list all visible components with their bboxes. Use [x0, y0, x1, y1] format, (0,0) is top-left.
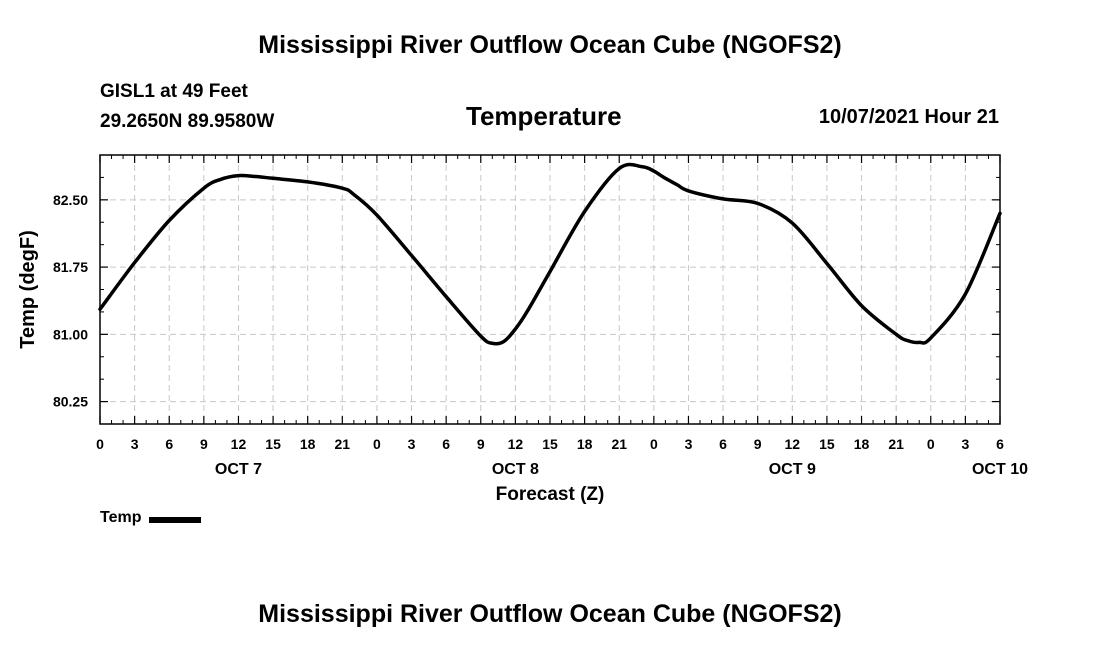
x-tick-label: 21 [888, 436, 904, 452]
y-tick-label: 80.25 [53, 394, 88, 410]
y-tick-label: 81.75 [53, 259, 88, 275]
x-tick-label: 0 [650, 436, 658, 452]
x-tick-label: 15 [819, 436, 835, 452]
x-tick-label: 21 [335, 436, 351, 452]
page-title: Mississippi River Outflow Ocean Cube (NG… [258, 31, 842, 59]
legend: Temp [100, 509, 202, 527]
axis-ticks [99, 154, 1001, 425]
x-tick-label: 6 [996, 436, 1004, 452]
x-tick-label: 3 [131, 436, 139, 452]
x-tick-label: 3 [408, 436, 416, 452]
x-tick-label: 9 [200, 436, 208, 452]
y-tick-labels: 80.25 81.00 81.75 82.50 [53, 192, 88, 410]
x-tick-label: 12 [508, 436, 524, 452]
station-coords: 29.2650N 89.9580W [100, 111, 275, 132]
x-tick-label: 6 [165, 436, 173, 452]
forecast-datetime: 10/07/2021 Hour 21 [818, 106, 999, 128]
x-tick-label: 15 [542, 436, 558, 452]
x-tick-labels: 0 3 6 9 12 15 18 21 0 3 6 9 12 15 18 21 0 3 6 9 12 15 18 21 0 3 6 [96, 436, 1004, 452]
day-label: OCT 7 [215, 461, 262, 478]
x-tick-label: 9 [754, 436, 762, 452]
y-axis-label: Temp (degF) [17, 230, 39, 349]
day-label: OCT 9 [769, 461, 816, 478]
x-tick-label: 6 [442, 436, 450, 452]
x-tick-label: 18 [577, 436, 593, 452]
x-tick-label: 0 [927, 436, 935, 452]
grid-lines [100, 155, 1000, 424]
temp-series-line [98, 162, 1002, 346]
station-name: GISL1 at 49 Feet [100, 81, 248, 102]
x-tick-label: 0 [96, 436, 104, 452]
x-tick-label: 9 [477, 436, 485, 452]
station-info: GISL1 at 49 Feet 29.2650N 89.9580W [100, 77, 274, 137]
x-tick-label: 3 [961, 436, 969, 452]
x-tick-label: 18 [300, 436, 316, 452]
x-tick-label: 21 [611, 436, 627, 452]
x-tick-label: 15 [265, 436, 281, 452]
chart-title: Temperature [466, 101, 622, 131]
day-labels: OCT 7 OCT 8 OCT 9 OCT 10 [215, 461, 1028, 478]
footer-title: Mississippi River Outflow Ocean Cube (NG… [258, 600, 842, 628]
x-tick-label: 6 [719, 436, 727, 452]
legend-label: Temp [100, 509, 142, 526]
day-label: OCT 10 [972, 461, 1028, 478]
x-tick-label: 18 [854, 436, 870, 452]
y-tick-label: 81.00 [53, 326, 88, 342]
x-tick-label: 12 [231, 436, 247, 452]
x-tick-label: 3 [685, 436, 693, 452]
x-tick-label: 12 [785, 436, 801, 452]
legend-swatch [149, 516, 202, 523]
x-axis-label: Forecast (Z) [496, 484, 605, 505]
y-tick-label: 82.50 [53, 192, 88, 208]
x-tick-label: 0 [373, 436, 381, 452]
day-label: OCT 8 [492, 461, 539, 478]
